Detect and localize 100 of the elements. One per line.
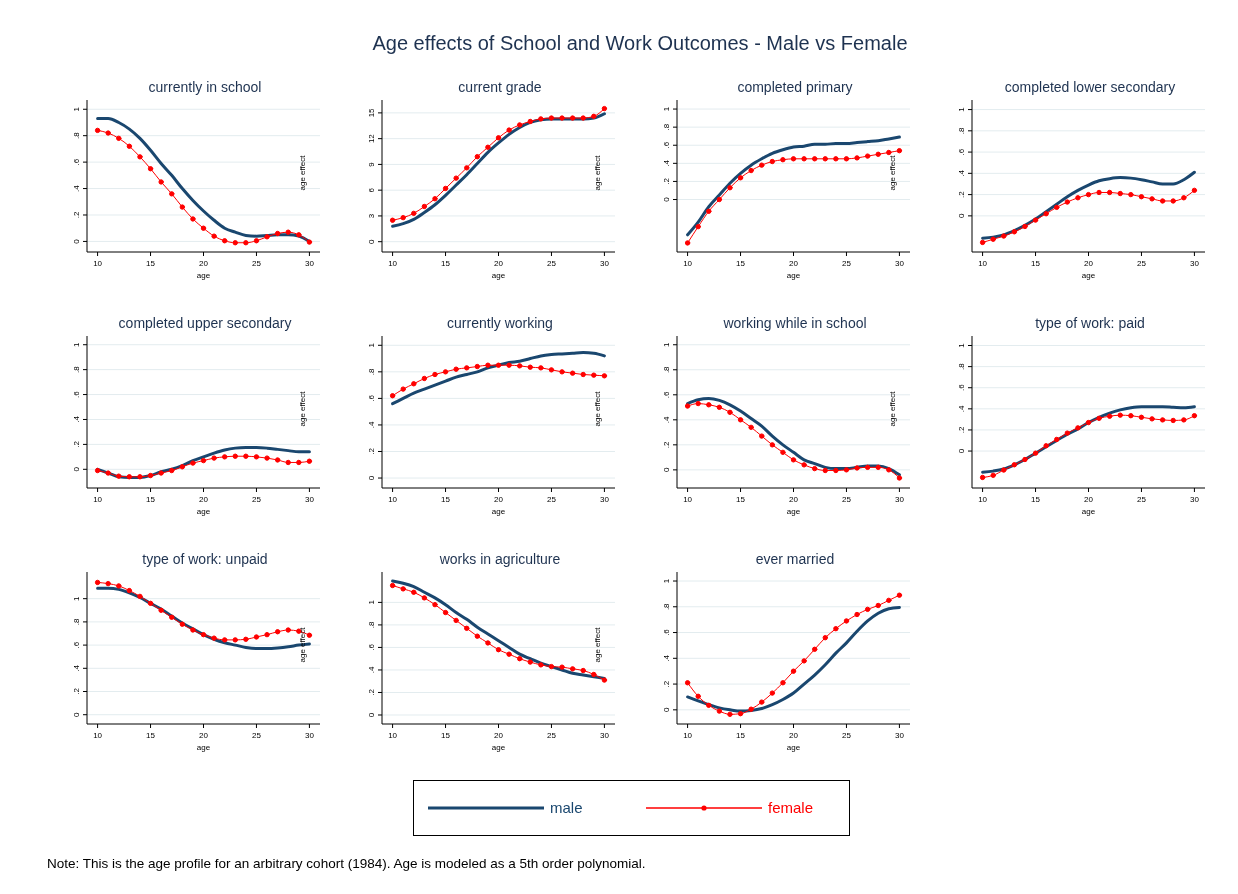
x-tick-label: 30 (304, 495, 315, 504)
y-tick-label: .2 (72, 440, 81, 448)
y-tick-label: .8 (72, 365, 81, 373)
x-axis-title: age (786, 742, 801, 752)
y-tick-label: 0 (957, 213, 966, 219)
x-tick-label: 30 (599, 495, 610, 504)
x-axis-title: age (196, 506, 211, 516)
x-tick-label: 30 (894, 495, 905, 504)
x-tick-label: 20 (789, 259, 799, 268)
x-tick-label: 10 (978, 495, 988, 504)
y-tick-label: .4 (662, 654, 671, 662)
x-tick-label: 25 (252, 495, 262, 504)
x-tick-label: 15 (441, 731, 451, 740)
y-tick-label: .4 (662, 159, 671, 167)
y-tick-label: 0 (72, 466, 81, 472)
chart-title: working while in school (722, 315, 868, 331)
y-tick-label: .6 (957, 148, 966, 156)
y-tick-label: .6 (72, 641, 81, 649)
y-tick-label: .8 (367, 621, 376, 629)
y-tick-label: .4 (662, 415, 671, 424)
x-tick-label: 25 (842, 495, 852, 504)
y-tick-label: .4 (957, 404, 966, 413)
x-tick-label: 10 (93, 495, 103, 504)
y-tick-label: .6 (367, 394, 376, 402)
x-tick-label: 15 (146, 731, 156, 740)
chart-title: type of work: paid (1034, 315, 1146, 331)
chart-title: type of work: unpaid (141, 551, 269, 567)
chart-title: currently in school (147, 79, 263, 95)
y-tick-label: .4 (957, 169, 966, 177)
y-axis-title: age effect (592, 627, 602, 663)
chart-title: completed lower secondary (1003, 79, 1177, 95)
y-tick-label: 0 (72, 238, 81, 244)
x-tick-label: 15 (736, 731, 746, 740)
y-tick-label: 1 (662, 578, 671, 584)
y-tick-label: 1 (72, 106, 81, 112)
y-axis-title: age effect (887, 391, 897, 427)
y-tick-label: .8 (662, 365, 671, 374)
y-tick-label: .8 (72, 131, 81, 140)
text: female (768, 799, 814, 816)
y-tick-label: 0 (662, 707, 671, 713)
text: Age effects of School and Work Outcomes - Male vs Female (371, 32, 909, 55)
x-axis-title: age (786, 270, 801, 280)
text: Note: This is the age profile for an arbitrary cohort (1984). Age is modeled as a 5th order polynomial. (47, 856, 646, 871)
y-tick-label: 6 (367, 187, 376, 193)
x-tick-label: 15 (146, 259, 156, 268)
y-tick-label: 0 (367, 238, 376, 244)
y-tick-label: .6 (72, 390, 81, 398)
y-tick-label: 0 (957, 448, 966, 454)
y-tick-label: .6 (367, 643, 376, 651)
x-tick-label: 20 (199, 495, 209, 504)
y-tick-label: .2 (367, 447, 376, 455)
x-tick-label: 30 (1189, 495, 1200, 504)
x-tick-label: 20 (199, 731, 209, 740)
x-tick-label: 10 (93, 731, 103, 740)
x-tick-label: 30 (304, 731, 315, 740)
y-tick-label: .8 (662, 123, 671, 131)
y-tick-label: 12 (367, 133, 376, 144)
x-tick-label: 25 (252, 731, 262, 740)
x-tick-label: 30 (894, 731, 905, 740)
x-tick-label: 20 (789, 731, 799, 740)
y-tick-label: 0 (662, 196, 671, 202)
x-tick-label: 10 (683, 259, 693, 268)
y-tick-label: .2 (662, 177, 671, 185)
y-tick-label: .6 (72, 158, 81, 166)
x-tick-label: 15 (146, 495, 156, 504)
y-tick-label: .4 (367, 666, 376, 674)
x-tick-label: 10 (683, 731, 693, 740)
x-tick-label: 20 (199, 259, 209, 268)
x-tick-label: 20 (494, 731, 504, 740)
y-tick-label: .6 (662, 141, 671, 149)
y-axis-title: age effect (297, 391, 307, 427)
chart-title: completed primary (736, 79, 854, 95)
x-tick-label: 25 (842, 259, 852, 268)
y-tick-label: 0 (72, 711, 81, 717)
y-tick-label: .6 (662, 628, 671, 636)
x-axis-title: age (1081, 506, 1096, 516)
x-tick-label: 25 (842, 731, 852, 740)
y-tick-label: .8 (957, 126, 966, 135)
y-axis-title: age effect (297, 627, 307, 663)
y-axis-title: age effect (592, 391, 602, 427)
y-tick-label: .2 (367, 688, 376, 696)
text: male (550, 799, 583, 816)
y-tick-label: .2 (662, 440, 671, 449)
x-tick-label: 20 (789, 495, 799, 504)
y-tick-label: .2 (957, 426, 966, 434)
x-tick-label: 30 (1189, 259, 1200, 268)
x-tick-label: 15 (736, 495, 746, 504)
y-tick-label: .2 (72, 211, 81, 219)
x-tick-label: 15 (736, 259, 746, 268)
chart-title: completed upper secondary (117, 315, 293, 331)
y-tick-label: .2 (662, 680, 671, 688)
y-tick-label: .8 (367, 367, 376, 376)
y-tick-label: .6 (957, 383, 966, 392)
y-tick-label: 0 (662, 467, 671, 473)
x-axis-title: age (491, 742, 506, 752)
y-tick-label: 9 (367, 161, 376, 167)
y-tick-label: 1 (957, 342, 966, 348)
x-tick-label: 10 (388, 495, 398, 504)
y-tick-label: .4 (72, 415, 81, 423)
y-tick-label: 1 (662, 106, 671, 112)
